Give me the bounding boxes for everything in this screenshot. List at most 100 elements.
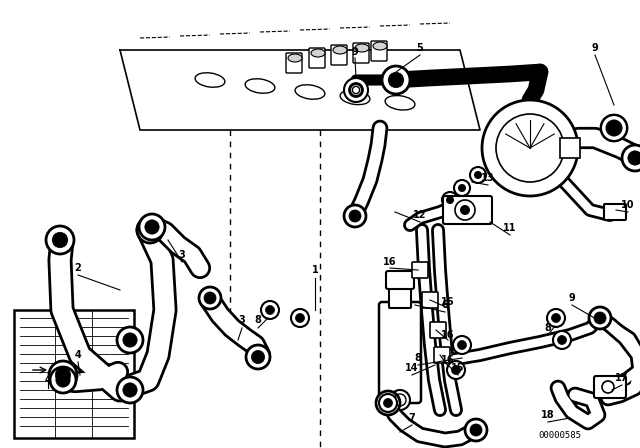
Circle shape [349,210,361,222]
Circle shape [552,314,561,323]
Circle shape [296,314,305,323]
FancyBboxPatch shape [331,45,347,65]
FancyBboxPatch shape [309,48,325,68]
Circle shape [446,196,454,204]
Text: 11: 11 [503,223,516,233]
FancyBboxPatch shape [353,43,369,63]
Circle shape [453,336,471,354]
Circle shape [50,367,76,393]
Circle shape [470,424,482,436]
Circle shape [350,84,362,96]
Text: 16: 16 [383,257,397,267]
Text: 16: 16 [441,297,455,307]
Text: 15: 15 [451,363,465,373]
Ellipse shape [288,54,302,62]
Circle shape [55,367,70,383]
Circle shape [252,350,264,364]
Text: 8: 8 [415,353,421,363]
Circle shape [52,233,68,248]
Text: 10: 10 [621,200,635,210]
Circle shape [628,151,640,165]
FancyBboxPatch shape [430,322,446,338]
Circle shape [137,217,163,243]
Text: 7: 7 [408,413,415,423]
FancyBboxPatch shape [386,271,414,289]
Circle shape [455,200,475,220]
Circle shape [622,145,640,171]
Circle shape [601,115,627,141]
Circle shape [460,205,470,215]
Circle shape [547,309,565,327]
Circle shape [458,340,467,349]
Circle shape [266,306,275,314]
Circle shape [601,115,627,141]
FancyBboxPatch shape [594,376,626,398]
Circle shape [390,390,410,410]
Circle shape [442,192,458,208]
Circle shape [557,336,566,345]
Ellipse shape [311,49,325,57]
Circle shape [261,301,279,319]
Circle shape [56,373,70,387]
FancyBboxPatch shape [379,302,421,403]
Circle shape [139,214,165,240]
Text: 3: 3 [179,250,186,260]
FancyBboxPatch shape [389,284,411,308]
Circle shape [123,383,137,397]
Ellipse shape [373,42,387,50]
Text: 00000585: 00000585 [538,431,582,439]
Circle shape [344,205,366,227]
FancyBboxPatch shape [604,204,626,220]
Circle shape [553,331,571,349]
Text: 14: 14 [405,363,419,373]
Text: 1: 1 [312,265,318,275]
Text: 17: 17 [615,373,628,383]
Circle shape [246,345,270,369]
Circle shape [458,184,466,192]
Circle shape [49,361,77,389]
Text: 16: 16 [441,330,455,340]
Text: 8: 8 [545,323,552,333]
Text: 4: 4 [75,350,81,360]
Text: 9: 9 [351,47,358,57]
Circle shape [117,377,143,403]
FancyBboxPatch shape [371,41,387,61]
Ellipse shape [355,44,369,52]
Circle shape [117,327,143,353]
Circle shape [451,366,461,375]
Circle shape [143,223,157,237]
Circle shape [474,171,482,179]
Circle shape [470,167,486,183]
FancyBboxPatch shape [422,292,438,308]
FancyBboxPatch shape [286,53,302,73]
Text: 6: 6 [442,300,449,310]
Text: 18: 18 [541,410,555,420]
FancyBboxPatch shape [560,138,580,158]
Text: 5: 5 [417,43,424,53]
Circle shape [291,309,309,327]
Text: 16: 16 [441,355,455,365]
Circle shape [447,361,465,379]
Circle shape [344,78,368,102]
Text: 8: 8 [255,315,261,325]
Text: 13: 13 [481,173,495,183]
Text: 3: 3 [239,315,245,325]
Circle shape [376,391,400,415]
FancyBboxPatch shape [434,347,450,363]
Circle shape [383,399,392,408]
Circle shape [46,226,74,254]
Circle shape [199,287,221,309]
FancyBboxPatch shape [443,196,492,224]
Text: 4: 4 [45,375,51,385]
Text: 9: 9 [591,43,598,53]
Text: 9: 9 [568,293,575,303]
Circle shape [589,307,611,329]
Circle shape [482,100,578,196]
FancyBboxPatch shape [412,262,428,278]
Circle shape [204,292,216,304]
Circle shape [388,72,404,88]
Circle shape [607,121,621,135]
Circle shape [379,394,397,412]
Circle shape [602,381,614,393]
Circle shape [454,180,470,196]
